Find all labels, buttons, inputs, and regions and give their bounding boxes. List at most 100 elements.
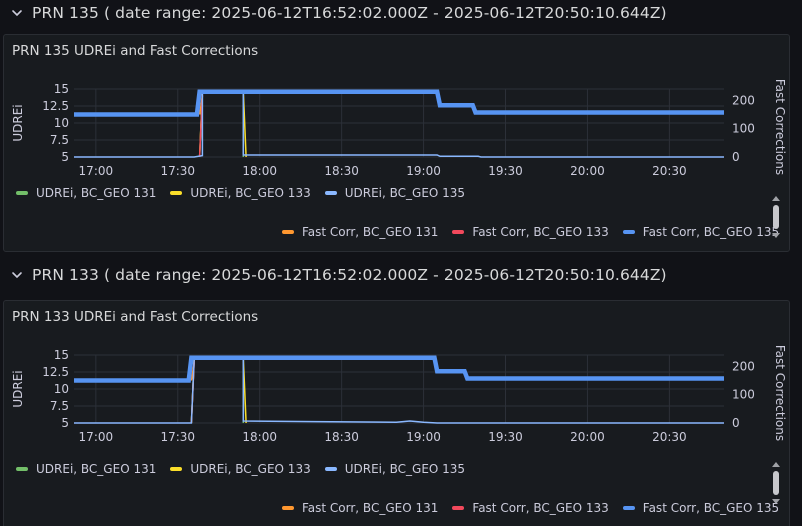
x-tick-label: 19:30 <box>488 430 523 444</box>
y2-tick-label: 100 <box>732 388 755 402</box>
series-line-fc-135 <box>74 355 724 383</box>
legend-item-udrei-131[interactable]: UDREi, BC_GEO 131 <box>16 462 156 476</box>
x-tick-label: 18:00 <box>242 164 277 178</box>
series-line-udrei-131 <box>190 357 245 424</box>
legend-item-fc-131[interactable]: Fast Corr, BC_GEO 131 <box>282 225 438 239</box>
y-tick-label: 12.5 <box>42 99 69 113</box>
y-tick-label: 7.5 <box>50 133 69 147</box>
y-axis-label: UDREi <box>11 104 25 141</box>
legend-label: UDREi, BC_GEO 131 <box>36 186 157 200</box>
scroll-up-arrow-icon[interactable] <box>772 462 780 467</box>
chart-prn-135: 15 12.5 10 7.5 5 17:00 17:30 18:00 18:30 19:00 19:… <box>11 79 787 178</box>
series-line-fc-135 <box>74 89 724 117</box>
y-tick-label: 15 <box>54 348 69 362</box>
x-tick-label: 17:30 <box>160 164 195 178</box>
legend-swatch <box>622 230 635 234</box>
legend-item-udrei-133[interactable]: UDREi, BC_GEO 133 <box>170 462 311 476</box>
legend-item-fc-133[interactable]: Fast Corr, BC_GEO 133 <box>452 501 609 515</box>
legend-item-fc-135[interactable]: Fast Corr, BC_GEO 135 <box>622 501 780 515</box>
legend-item-udrei-131[interactable]: UDREi, BC_GEO 131 <box>16 186 156 200</box>
legend-label: UDREi, BC_GEO 133 <box>190 462 311 476</box>
panel-prn-135: PRN 135 UDREi and Fast Corrections 15 12.… <box>3 34 790 252</box>
legend-swatch <box>324 191 337 195</box>
legend-label: UDREi, BC_GEO 135 <box>344 462 466 476</box>
legend-label: Fast Corr, BC_GEO 131 <box>302 501 439 515</box>
y2-tick-label: 0 <box>732 416 740 430</box>
legend-fast-corr: Fast Corr, BC_GEO 131 Fast Corr, BC_GEO … <box>282 501 779 515</box>
y-tick-label: 10 <box>54 382 69 396</box>
scroll-down-arrow-icon[interactable] <box>772 499 780 504</box>
legend-swatch <box>452 506 465 510</box>
legend-label: Fast Corr, BC_GEO 133 <box>472 501 609 515</box>
grid <box>74 354 724 424</box>
panel-title: PRN 133 UDREi and Fast Corrections <box>12 309 259 325</box>
legend-item-udrei-135[interactable]: UDREi, BC_GEO 135 <box>324 462 466 476</box>
legend-label: Fast Corr, BC_GEO 135 <box>642 225 780 239</box>
y-tick-label: 10 <box>54 116 69 130</box>
panel-title: PRN 135 UDREi and Fast Corrections <box>12 43 259 59</box>
y-tick-label: 12.5 <box>42 365 69 379</box>
y2-tick-label: 0 <box>732 150 740 164</box>
legend-swatch <box>170 467 183 471</box>
y2-axis-label: Fast Corrections <box>773 79 787 175</box>
legend-swatch <box>170 191 183 195</box>
series-line-udrei-133 <box>198 90 247 158</box>
x-tick-label: 18:00 <box>242 430 277 444</box>
legend-label: Fast Corr, BC_GEO 133 <box>472 225 609 239</box>
y2-tick-label: 100 <box>732 122 755 136</box>
chevron-down-icon[interactable] <box>10 268 24 282</box>
row-title: PRN 135 ( date range: 2025-06-12T16:52:0… <box>32 4 667 22</box>
legend-item-udrei-133[interactable]: UDREi, BC_GEO 133 <box>170 186 311 200</box>
legend-label: UDREi, BC_GEO 135 <box>344 186 466 200</box>
x-tick-label: 17:00 <box>79 164 114 178</box>
series-line-udrei-135 <box>74 91 724 158</box>
legend-swatch <box>282 230 294 234</box>
row-header-prn-135[interactable]: PRN 135 ( date range: 2025-06-12T16:52:0… <box>0 0 802 30</box>
series-line-udrei-133 <box>190 356 247 424</box>
legend-item-fc-133[interactable]: Fast Corr, BC_GEO 133 <box>452 225 609 239</box>
chevron-down-icon[interactable] <box>10 6 24 20</box>
scroll-thumb[interactable] <box>773 471 779 495</box>
legend-label: Fast Corr, BC_GEO 135 <box>642 501 780 515</box>
legend-fast-corr: Fast Corr, BC_GEO 131 Fast Corr, BC_GEO … <box>282 225 779 239</box>
y-tick-label: 5 <box>61 416 69 430</box>
grid <box>74 88 724 158</box>
chart-prn-133: 15 12.5 10 7.5 5 17:00 17:30 18:00 18:30 19:00 19:… <box>11 345 787 444</box>
x-tick-label: 19:00 <box>406 430 441 444</box>
scroll-up-arrow-icon[interactable] <box>772 196 780 201</box>
row-header-prn-133[interactable]: PRN 133 ( date range: 2025-06-12T16:52:0… <box>0 258 802 292</box>
legend-swatch <box>452 230 465 234</box>
legend-swatch <box>16 467 28 471</box>
x-tick-label: 17:30 <box>160 430 195 444</box>
legend-item-fc-135[interactable]: Fast Corr, BC_GEO 135 <box>622 225 780 239</box>
x-tick-label: 20:00 <box>570 164 605 178</box>
legend-item-udrei-135[interactable]: UDREi, BC_GEO 135 <box>324 186 466 200</box>
legend-udrei: UDREi, BC_GEO 131 UDREi, BC_GEO 133 UDRE… <box>16 186 479 200</box>
x-tick-label: 20:00 <box>570 430 605 444</box>
x-tick-label: 18:30 <box>324 164 359 178</box>
legend-swatch <box>622 506 635 510</box>
x-tick-label: 19:00 <box>406 164 441 178</box>
legend-label: UDREi, BC_GEO 131 <box>36 462 157 476</box>
series-line-udrei-131 <box>198 90 245 158</box>
x-tick-label: 20:30 <box>652 430 687 444</box>
x-tick-label: 19:30 <box>488 164 523 178</box>
panel-prn-133: PRN 133 UDREi and Fast Corrections 15 12.… <box>3 300 790 526</box>
legend-label: Fast Corr, BC_GEO 131 <box>302 225 439 239</box>
y2-tick-label: 200 <box>732 359 755 373</box>
scroll-thumb[interactable] <box>773 205 779 229</box>
y2-tick-label: 200 <box>732 93 755 107</box>
x-tick-label: 18:30 <box>324 430 359 444</box>
scroll-down-arrow-icon[interactable] <box>772 233 780 238</box>
y2-axis-label: Fast Corrections <box>773 345 787 441</box>
legend-label: UDREi, BC_GEO 133 <box>190 186 311 200</box>
legend-swatch <box>282 506 294 510</box>
legend-swatch <box>324 467 337 471</box>
series-line-udrei-135 <box>74 357 724 424</box>
y-tick-label: 5 <box>61 150 69 164</box>
legend-scrollbar[interactable] <box>771 196 781 238</box>
legend-udrei: UDREi, BC_GEO 131 UDREi, BC_GEO 133 UDRE… <box>16 462 479 476</box>
legend-item-fc-131[interactable]: Fast Corr, BC_GEO 131 <box>282 501 438 515</box>
legend-swatch <box>16 191 28 195</box>
legend-scrollbar[interactable] <box>771 462 781 504</box>
